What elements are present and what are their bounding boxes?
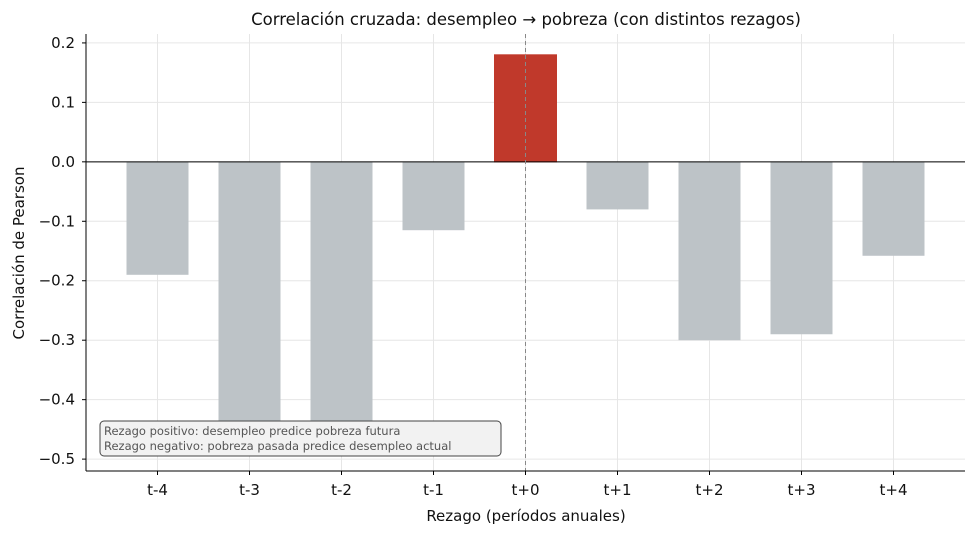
annotation-line-2: Rezago negativo: pobreza pasada predice … xyxy=(104,439,451,453)
bars-layer xyxy=(126,54,925,421)
x-tick-label-t+3: t+3 xyxy=(788,481,816,499)
bar-t-3 xyxy=(218,161,281,421)
annotation-line-1: Rezago positivo: desempleo predice pobre… xyxy=(104,424,400,438)
ticks-layer: 0.2 0.1 0.0 −0.1 −0.2 −0.3 −0.4 −0.5 t-4 t-3 t-2 t-… xyxy=(39,34,908,499)
y-tick-label: 0.0 xyxy=(51,153,75,171)
bar-t-2 xyxy=(310,161,373,421)
x-tick-label-t+1: t+1 xyxy=(604,481,632,499)
x-tick-label-t-3: t-3 xyxy=(239,481,260,499)
reference-lines xyxy=(86,34,965,471)
y-tick-label: 0.1 xyxy=(51,93,75,111)
y-tick-label: −0.2 xyxy=(39,272,75,290)
bar-t+4 xyxy=(862,161,925,256)
y-tick-label: −0.1 xyxy=(39,212,75,230)
x-tick-label-t-4: t-4 xyxy=(147,481,168,499)
bar-t+3 xyxy=(770,161,833,335)
y-tick-label: −0.3 xyxy=(39,331,75,349)
x-tick-label-t-1: t-1 xyxy=(423,481,444,499)
x-tick-label-t+0: t+0 xyxy=(512,481,540,499)
annotation-box: Rezago positivo: desempleo predice pobre… xyxy=(99,420,502,457)
x-tick-label-t+4: t+4 xyxy=(880,481,908,499)
y-tick-label: −0.5 xyxy=(39,450,75,468)
x-axis-title: Rezago (períodos anuales) xyxy=(426,507,625,525)
chart-title: Correlación cruzada: desempleo → pobreza… xyxy=(251,10,801,29)
bar-t+2 xyxy=(678,161,741,341)
annotation-box-frame xyxy=(99,420,502,457)
y-tick-label: 0.2 xyxy=(51,34,75,52)
y-tick-label: −0.4 xyxy=(39,391,75,409)
y-axis-title: Correlación de Pearson xyxy=(10,167,28,340)
bar-t-4 xyxy=(126,161,189,275)
x-tick-label-t-2: t-2 xyxy=(331,481,352,499)
x-tick-label-t+2: t+2 xyxy=(696,481,724,499)
bar-t-1 xyxy=(402,161,465,231)
bar-t+1 xyxy=(586,161,649,210)
